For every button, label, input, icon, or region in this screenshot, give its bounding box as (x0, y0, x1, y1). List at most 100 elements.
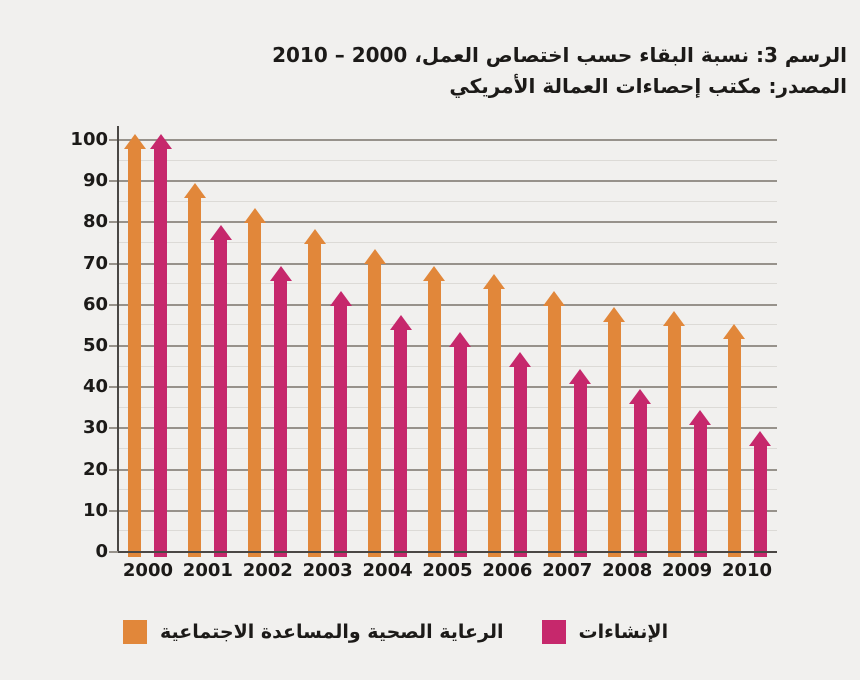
arrow-head-icon (209, 224, 232, 240)
legend-label-healthcare: الرعاية الصحية والمساعدة الاجتماعية (160, 621, 504, 643)
legend-item-healthcare: الرعاية الصحية والمساعدة الاجتماعية (123, 620, 504, 644)
arrow-head-icon (363, 249, 386, 265)
year-label: 2001 (182, 560, 233, 581)
arrow-head-icon (449, 331, 472, 347)
arrow-body (334, 305, 348, 557)
gridline-major (109, 180, 777, 183)
arrow-body (128, 149, 142, 557)
arrow-body (188, 198, 202, 557)
arrow-bar (543, 290, 566, 557)
arrow-bar (123, 134, 146, 557)
arrow-head-icon (509, 352, 532, 368)
arrow-bar (603, 307, 626, 557)
arrow-bar (449, 331, 472, 557)
gridline-minor (118, 530, 777, 532)
year-label: 2003 (302, 560, 353, 581)
gridline-minor (118, 406, 777, 408)
gridline-major (109, 509, 777, 512)
arrow-body (394, 330, 408, 557)
arrow-body (427, 280, 441, 557)
legend-swatch-construction-icon (541, 620, 566, 644)
year-column (178, 140, 238, 557)
arrow-body (727, 338, 741, 557)
year-label: 2000 (122, 560, 173, 581)
arrow-body (308, 243, 322, 557)
arrow-bar (629, 389, 652, 557)
year-column (418, 140, 478, 557)
year-label: 2008 (602, 560, 653, 581)
x-axis-labels: 2000 2001 2002 2003 2004 2005 2006 2007 2008 2009… (118, 560, 777, 581)
y-axis-line (117, 126, 119, 553)
year-column (477, 140, 537, 557)
gridline-major (109, 262, 777, 265)
arrow-body (667, 326, 681, 557)
gridline-minor (118, 200, 777, 202)
arrow-bar (243, 208, 266, 557)
plot-area (109, 126, 777, 557)
arrow-head-icon (569, 368, 592, 384)
figure-source: المصدر: مكتب إحصاءات العمالة الأمريكي (449, 74, 847, 98)
arrow-head-icon (389, 315, 412, 331)
legend: الرعاية الصحية والمساعدة الاجتماعية الإن… (123, 620, 668, 644)
year-column (597, 140, 657, 557)
arrow-bar (209, 224, 232, 557)
arrow-bar (749, 430, 772, 557)
y-tick-label: 50 (82, 335, 108, 356)
y-tick-label: 90 (82, 170, 108, 192)
arrow-head-icon (149, 134, 172, 149)
arrow-bar (329, 290, 352, 557)
arrow-bar (509, 352, 532, 557)
arrow-bar (363, 249, 386, 557)
year-column (298, 140, 358, 557)
arrow-body (274, 280, 288, 557)
arrow-head-icon (423, 265, 446, 281)
arrow-bar (663, 311, 686, 557)
arrow-bar (723, 323, 746, 557)
year-label: 2010 (721, 560, 773, 581)
year-label: 2004 (362, 560, 413, 581)
arrow-head-icon (269, 265, 292, 281)
year-column (358, 140, 418, 557)
gridline-minor (118, 242, 777, 243)
y-tick-label: 40 (82, 376, 108, 398)
y-tick-label: 10 (82, 499, 108, 521)
arrow-body (753, 445, 767, 557)
year-label: 2006 (482, 560, 533, 581)
y-tick-label: 100 (70, 129, 108, 150)
arrow-bar (149, 134, 172, 557)
arrow-body (513, 367, 527, 557)
gridline-minor (118, 159, 777, 161)
arrow-head-icon (723, 323, 746, 339)
arrow-bar (183, 183, 206, 557)
arrow-bar (269, 265, 292, 557)
legend-item-construction: الإنشاءات (541, 620, 668, 644)
year-label: 2005 (422, 560, 473, 581)
gridline-minor (118, 283, 777, 285)
arrow-head-icon (629, 389, 652, 405)
year-column (657, 140, 717, 557)
arrow-head-icon (663, 311, 686, 327)
arrow-body (154, 149, 168, 557)
arrow-head-icon (183, 183, 206, 199)
y-tick-label: 70 (82, 252, 108, 274)
gridline-major (109, 303, 777, 306)
gridline-major (109, 139, 777, 141)
arrow-body (453, 346, 467, 557)
y-axis-zero-tick (109, 551, 118, 553)
year-label: 2002 (242, 560, 293, 581)
gridline-major (109, 468, 777, 471)
arrow-head-icon (543, 290, 566, 306)
y-axis-labels: 100 90 80 70 60 50 40 30 20 10 0 (40, 129, 108, 562)
arrow-body (607, 322, 621, 557)
arrow-bar (483, 274, 506, 557)
arrow-body (368, 264, 382, 557)
gridline-minor (118, 448, 777, 449)
figure-title: الرسم 3: نسبة البقاء حسب اختصاص العمل، 2… (272, 43, 847, 67)
x-axis-line (118, 551, 777, 553)
arrow-head-icon (603, 307, 626, 323)
y-tick-label: 80 (82, 211, 108, 233)
arrow-head-icon (123, 134, 146, 149)
arrow-bar (303, 228, 326, 557)
arrow-bar (423, 265, 446, 557)
